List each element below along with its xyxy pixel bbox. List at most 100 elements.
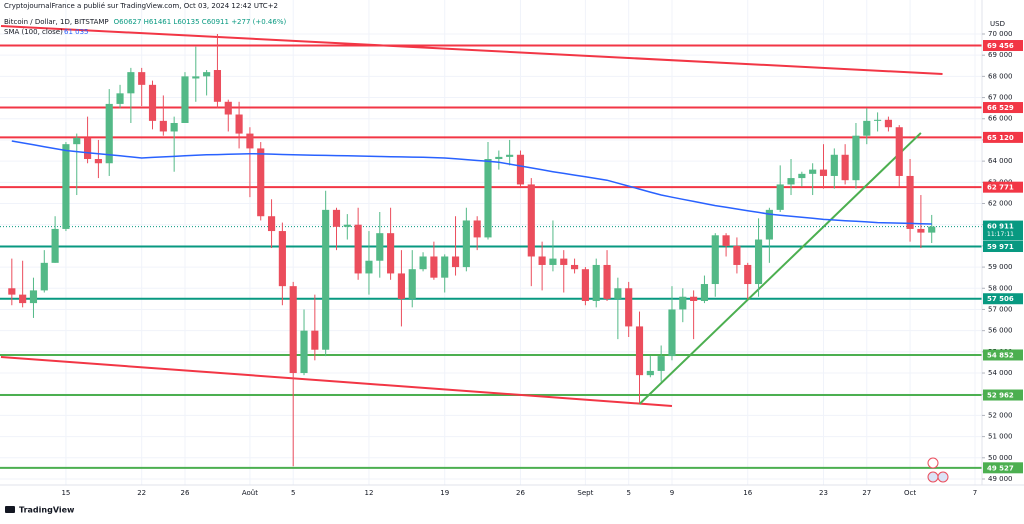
level-label-box bbox=[983, 181, 1023, 193]
last-price-label: 60 911 bbox=[987, 223, 1014, 231]
y-tick-label: 69 000 bbox=[988, 51, 1013, 59]
level-label-box bbox=[983, 241, 1023, 253]
candle-body bbox=[246, 133, 254, 149]
candle-body bbox=[884, 119, 892, 128]
candle-body bbox=[495, 156, 503, 160]
y-tick-label: 51 000 bbox=[988, 433, 1013, 441]
candle-body bbox=[430, 256, 438, 278]
level-label-box bbox=[983, 389, 1023, 401]
x-tick-label: 9 bbox=[670, 489, 674, 497]
currency: USD bbox=[990, 20, 1005, 28]
candle-body bbox=[581, 269, 589, 301]
candle-body bbox=[506, 154, 514, 157]
x-tick-label: 22 bbox=[137, 489, 146, 497]
candle-body bbox=[863, 120, 871, 136]
trend-line bbox=[638, 132, 922, 405]
candle-body bbox=[311, 330, 319, 350]
event-icon bbox=[927, 471, 939, 483]
x-tick-label: 27 bbox=[862, 489, 871, 497]
level-label: 54 852 bbox=[987, 351, 1014, 359]
candle-body bbox=[484, 159, 492, 238]
indicator-value: 61 035 bbox=[64, 28, 89, 36]
y-tick-label: 68 000 bbox=[988, 72, 1013, 80]
candle-body bbox=[40, 262, 48, 291]
y-tick-label: 66 000 bbox=[988, 115, 1013, 123]
candle-body bbox=[397, 273, 405, 299]
level-label: 57 506 bbox=[987, 295, 1014, 303]
y-tick-label: 62 000 bbox=[988, 200, 1013, 208]
level-label-box bbox=[983, 131, 1023, 143]
x-tick-label: 12 bbox=[364, 489, 373, 497]
y-tick-label: 54 000 bbox=[988, 369, 1013, 377]
x-tick-label: 5 bbox=[291, 489, 295, 497]
level-label-box bbox=[983, 40, 1023, 52]
candle-body bbox=[300, 330, 308, 374]
candle-body bbox=[906, 175, 914, 229]
y-tick-label: 56 000 bbox=[988, 327, 1013, 335]
candle-body bbox=[408, 269, 416, 299]
candle-body bbox=[84, 137, 92, 160]
candle-body bbox=[138, 72, 146, 85]
candle-body bbox=[462, 220, 470, 268]
candle-body bbox=[451, 256, 460, 268]
sma-line bbox=[11, 140, 932, 225]
candle-body bbox=[809, 169, 817, 174]
candle-body bbox=[181, 76, 189, 123]
candle-body bbox=[711, 235, 719, 285]
candle-body bbox=[852, 135, 860, 181]
candle-body bbox=[819, 169, 828, 176]
level-label-box bbox=[983, 293, 1023, 305]
candle-body bbox=[690, 296, 698, 301]
plot-area bbox=[0, 24, 982, 469]
candle-body bbox=[441, 256, 449, 278]
symbol: Bitcoin / Dollar, 1D, BITSTAMP bbox=[4, 18, 109, 26]
x-tick-label: 26 bbox=[516, 489, 525, 497]
candle-body bbox=[527, 184, 535, 257]
candle-body bbox=[787, 178, 795, 185]
candle-body bbox=[668, 309, 676, 357]
event-icon bbox=[927, 457, 939, 469]
y-tick-label: 70 000 bbox=[988, 30, 1013, 38]
candle-body bbox=[332, 209, 341, 227]
event-icon bbox=[937, 471, 949, 483]
trend-line bbox=[0, 24, 943, 75]
candle-body bbox=[278, 231, 286, 287]
candle-body bbox=[8, 288, 16, 295]
logo: TradingView bbox=[5, 506, 75, 515]
y-tick-label: 49 000 bbox=[988, 475, 1013, 483]
candle-body bbox=[354, 224, 362, 274]
candle-body bbox=[192, 76, 200, 79]
candle-body bbox=[744, 264, 752, 285]
candle-body bbox=[614, 288, 622, 299]
candle-body bbox=[733, 245, 741, 265]
candle-body bbox=[549, 258, 557, 265]
level-label: 52 962 bbox=[987, 392, 1014, 400]
x-tick-label: 5 bbox=[626, 489, 630, 497]
candle-body bbox=[635, 326, 644, 376]
candle-body bbox=[798, 173, 806, 179]
candle-body bbox=[700, 284, 709, 301]
level-label-box bbox=[983, 462, 1023, 474]
candle-body bbox=[257, 148, 265, 217]
candle-body bbox=[289, 286, 297, 374]
candle-body bbox=[571, 264, 579, 270]
candle-body bbox=[657, 356, 665, 371]
candle-body bbox=[116, 93, 124, 104]
x-tick-label: 26 bbox=[181, 489, 190, 497]
candle-body bbox=[722, 235, 730, 246]
y-tick-label: 59 000 bbox=[988, 263, 1013, 271]
candle-body bbox=[625, 288, 633, 327]
candle-body bbox=[874, 119, 882, 121]
level-label-box bbox=[983, 102, 1023, 114]
indicator-name: SMA (100, close) bbox=[4, 28, 63, 36]
candle-body bbox=[646, 370, 654, 376]
candle-body bbox=[213, 70, 222, 102]
trend-line bbox=[0, 355, 673, 408]
candle-body bbox=[365, 260, 373, 274]
last-price-box bbox=[983, 220, 1023, 241]
candle-body bbox=[419, 256, 427, 270]
candle-body bbox=[376, 233, 384, 261]
candle-body bbox=[203, 72, 211, 77]
